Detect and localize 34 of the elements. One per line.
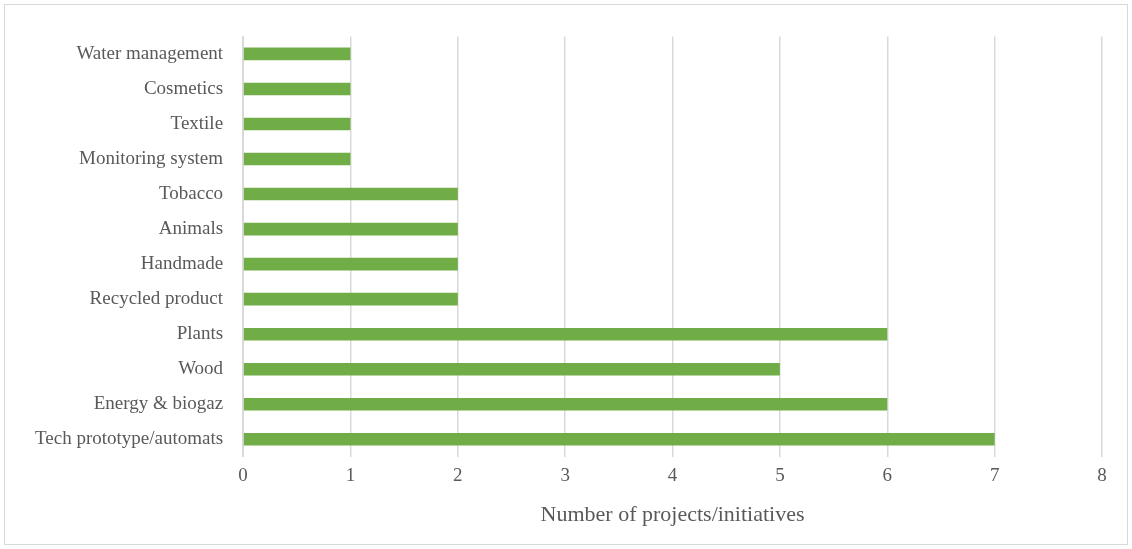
y-tick-label: Plants	[176, 322, 224, 344]
bar	[243, 47, 351, 61]
x-tick-label: 0	[238, 464, 248, 486]
bar	[243, 117, 351, 131]
x-tick-label: 3	[560, 464, 570, 486]
x-tick-label: 2	[453, 464, 463, 486]
y-tick-label: Water management	[76, 41, 224, 63]
x-tick-label: 1	[345, 464, 356, 486]
y-tick-label: Textile	[170, 111, 224, 133]
y-tick-label: Handmade	[140, 252, 224, 274]
x-tick-label: 5	[775, 464, 785, 486]
bar	[243, 397, 888, 411]
x-tick-label: 7	[989, 464, 1000, 486]
bar	[243, 222, 458, 236]
bar	[243, 152, 351, 166]
bar	[243, 82, 351, 96]
x-tick-label: 4	[667, 464, 678, 486]
x-tick-label: 8	[1097, 464, 1107, 486]
y-tick-label: Cosmetics	[143, 76, 224, 98]
y-tick-label: Monitoring system	[79, 147, 224, 168]
y-tick-label: Wood	[178, 357, 224, 379]
y-tick-label: Energy & biogaz	[93, 392, 224, 414]
bar	[243, 362, 780, 376]
bar	[243, 292, 458, 306]
y-tick-label: Recycled product	[89, 287, 224, 309]
bar	[243, 327, 888, 341]
x-axis-title: Number of projects/initiatives	[540, 500, 805, 526]
x-tick-label: 6	[882, 464, 893, 486]
y-tick-label: Tech prototype/automats	[35, 427, 224, 449]
bar	[243, 432, 995, 446]
y-tick-label: Animals	[158, 217, 224, 239]
bar	[243, 187, 458, 201]
bar	[243, 257, 458, 271]
y-tick-label: Tobacco	[159, 182, 224, 204]
